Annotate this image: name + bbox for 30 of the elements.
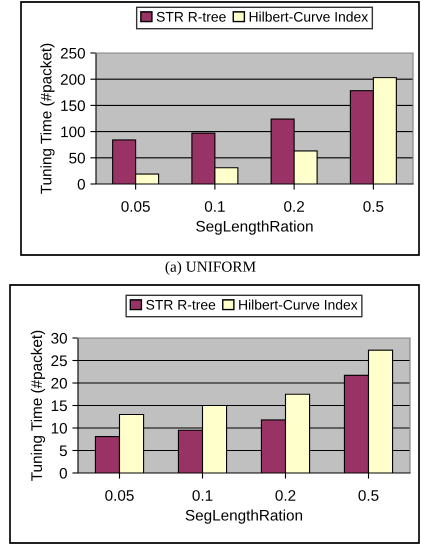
text: (a) UNIFORM	[166, 261, 256, 275]
legend-label: STR R-tree	[156, 12, 226, 22]
x-tick-label: 0.05	[121, 201, 150, 212]
legend-label: Hilbert-Curve Index	[250, 12, 368, 22]
x-axis-title: SegLengthRation	[196, 220, 313, 235]
y-tick-label: 250	[60, 48, 85, 59]
y-tick-label: 25	[51, 355, 67, 366]
y-tick-label: 10	[52, 422, 67, 434]
x-tick-label: 0.05	[105, 490, 134, 501]
y-tick-label: 50	[69, 152, 85, 164]
y-tick-label: 0	[60, 468, 67, 479]
y-tick-label: 0	[78, 178, 85, 190]
y-tick-label: 5	[60, 446, 67, 456]
x-tick-label: 0.5	[358, 490, 378, 501]
x-axis-title: SegLengthRation	[186, 509, 302, 524]
y-axis-title: Tuning Time (#packet)	[40, 44, 55, 194]
y-tick-label: 15	[52, 400, 67, 412]
legend-label: Hilbert-Curve Index	[239, 300, 358, 310]
y-tick-label: 30	[51, 332, 67, 344]
y-axis-title: Tuning Time (#packet)	[30, 330, 46, 481]
y-tick-label: 200	[60, 74, 85, 85]
x-tick-label: 0.2	[275, 490, 296, 501]
x-tick-label: 0.2	[284, 201, 304, 212]
x-tick-label: 0.1	[204, 201, 225, 212]
legend-label: STR R-tree	[146, 300, 216, 310]
y-tick-label: 150	[61, 100, 85, 112]
x-tick-label: 0.1	[192, 490, 212, 501]
y-tick-label: 100	[61, 126, 85, 138]
y-tick-label: 20	[51, 378, 67, 389]
x-tick-label: 0.5	[363, 201, 384, 212]
